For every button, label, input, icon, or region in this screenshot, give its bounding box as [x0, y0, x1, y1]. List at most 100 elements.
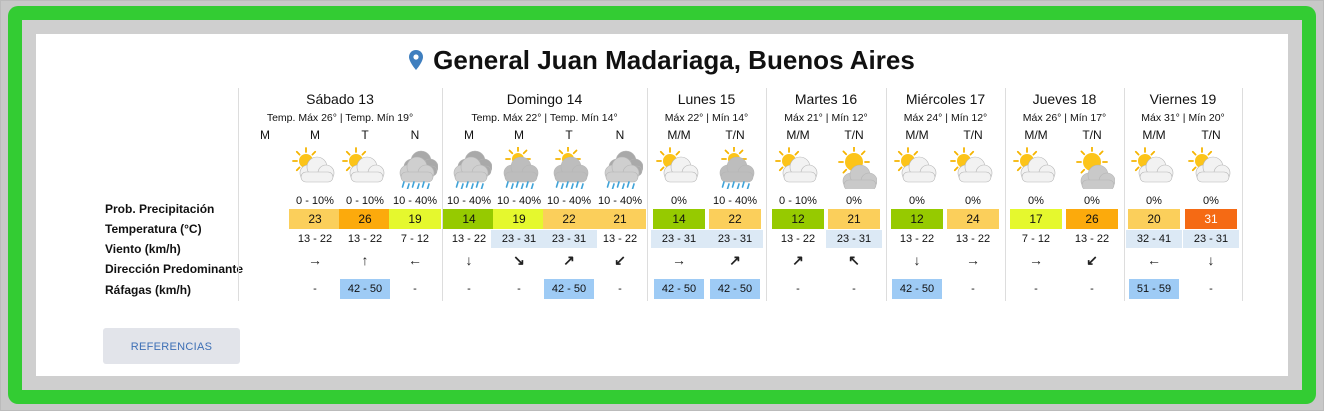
- precip-prob: 0%: [671, 195, 687, 207]
- wind-direction-arrow-icon: ↙: [1067, 252, 1117, 272]
- wind-direction-arrow-icon: →: [654, 252, 704, 272]
- wind-cell: 13 - 22: [899, 233, 935, 245]
- wind-cell: 23 - 31: [1183, 230, 1239, 248]
- gust-cell: 42 - 50: [654, 279, 704, 299]
- temperature-cell: 17: [1010, 209, 1062, 229]
- period-label: T/N: [725, 128, 745, 142]
- wind-cell: 13 - 22: [780, 233, 816, 245]
- wind-direction-arrow-icon: →: [290, 252, 340, 272]
- gust-cell: -: [517, 283, 521, 295]
- wind-cell: 13 - 22: [297, 233, 333, 245]
- period-label: T/N: [844, 128, 864, 142]
- wind-direction-arrow-icon: →: [1011, 252, 1061, 272]
- wind-direction-arrow-icon: ←: [390, 252, 440, 272]
- gust-cell: -: [1209, 283, 1213, 295]
- gust-cell: -: [796, 283, 800, 295]
- cloud-sun-icon: [656, 147, 702, 189]
- period-label: M/M: [786, 128, 810, 142]
- wind-direction-arrow-icon: ←: [1129, 252, 1179, 272]
- day-separator: [886, 88, 887, 301]
- direction-arrow: →: [308, 252, 322, 268]
- precip-prob: 10 - 40%: [546, 195, 592, 207]
- wind-cell: 13 - 22: [347, 233, 383, 245]
- sun-cloud-icon: [1069, 147, 1115, 189]
- rain-heavy-icon: [446, 147, 492, 189]
- direction-arrow: ↓: [913, 252, 921, 268]
- row-label-direction: Dirección Predominante: [105, 262, 244, 276]
- day-temps: Máx 22° | Mín 14°: [664, 112, 749, 124]
- day-name: Martes 16: [794, 91, 858, 107]
- cloud-sun-icon: [775, 147, 821, 189]
- cloud-sun-icon: [292, 147, 338, 189]
- precip-prob: 0%: [846, 195, 862, 207]
- references-button[interactable]: REFERENCIAS: [103, 328, 240, 364]
- wind-direction-arrow-icon: →: [948, 252, 998, 272]
- wind-cell: 23 - 31: [826, 230, 882, 248]
- cloud-sun-icon: [1188, 147, 1234, 189]
- sun-cloud-icon: [831, 147, 877, 189]
- wind-cell: 13 - 22: [451, 233, 487, 245]
- wind-direction-arrow-icon: ↓: [1186, 252, 1236, 272]
- temperature-cell: 12: [772, 209, 824, 229]
- direction-arrow: ↘: [513, 252, 525, 268]
- gust-cell: 42 - 50: [892, 279, 942, 299]
- temperature-cell: 21: [594, 209, 646, 229]
- precip-prob: 0 - 10%: [346, 195, 384, 207]
- row-label-wind: Viento (km/h): [105, 242, 181, 256]
- gust-cell: -: [1034, 283, 1038, 295]
- day-name: Lunes 15: [677, 91, 736, 107]
- precip-prob: 10 - 40%: [392, 195, 438, 207]
- temperature-cell: 26: [339, 209, 391, 229]
- direction-arrow: →: [1029, 252, 1043, 268]
- cloud-sun-icon: [342, 147, 388, 189]
- wind-direction-arrow-icon: ↓: [444, 252, 494, 272]
- period-label: N: [410, 128, 420, 142]
- gust-cell: -: [413, 283, 417, 295]
- temperature-cell: 26: [1066, 209, 1118, 229]
- day-separator: [1124, 88, 1125, 301]
- gust-cell: 42 - 50: [544, 279, 594, 299]
- day-separator: [647, 88, 648, 301]
- direction-arrow: ←: [1147, 252, 1161, 268]
- gust-cell: -: [313, 283, 317, 295]
- period-label: T: [565, 128, 573, 142]
- direction-arrow: →: [672, 252, 686, 268]
- wind-direction-arrow-icon: ↗: [773, 252, 823, 272]
- temperature-cell: 31: [1185, 209, 1237, 229]
- day-name: Domingo 14: [506, 91, 583, 107]
- gust-cell: -: [467, 283, 471, 295]
- rain-sun-icon: [712, 147, 758, 189]
- wind-direction-arrow-icon: ↓: [892, 252, 942, 272]
- direction-arrow: ↗: [792, 252, 804, 268]
- period-label: M/M: [905, 128, 929, 142]
- day-separator: [1242, 88, 1243, 301]
- wind-direction-arrow-icon: ↖: [829, 252, 879, 272]
- day-temps: Máx 24° | Mín 12°: [903, 112, 988, 124]
- day-name: Miércoles 17: [905, 91, 986, 107]
- day-temps: Temp. Máx 26° | Temp. Mín 19°: [266, 112, 414, 124]
- precip-prob: 0%: [1084, 195, 1100, 207]
- day-temps: Máx 21° | Mín 12°: [784, 112, 868, 124]
- day-name: Viernes 19: [1149, 91, 1217, 107]
- precip-prob: 0%: [1028, 195, 1044, 207]
- day-name: Sábado 13: [306, 91, 374, 107]
- period-label: M: [310, 128, 320, 142]
- day-separator: [766, 88, 767, 301]
- direction-arrow: ←: [408, 252, 422, 268]
- wind-cell: 7 - 12: [400, 233, 430, 245]
- day-separator: [238, 88, 239, 301]
- precip-prob: 0%: [1146, 195, 1162, 207]
- period-label: M/M: [1142, 128, 1166, 142]
- wind-direction-arrow-icon: ↗: [710, 252, 760, 272]
- gust-cell: 42 - 50: [710, 279, 760, 299]
- wind-direction-arrow-icon: ↗: [544, 252, 594, 272]
- temperature-cell: 22: [543, 209, 595, 229]
- location-name: General Juan Madariaga, Buenos Aires: [433, 45, 915, 75]
- temperature-cell: 19: [389, 209, 441, 229]
- direction-arrow: ↓: [465, 252, 473, 268]
- precip-prob: 0%: [965, 195, 981, 207]
- day-name: Jueves 18: [1032, 91, 1097, 107]
- precip-prob: 0 - 10%: [779, 195, 817, 207]
- day-separator: [1005, 88, 1006, 301]
- day-separator: [442, 88, 443, 301]
